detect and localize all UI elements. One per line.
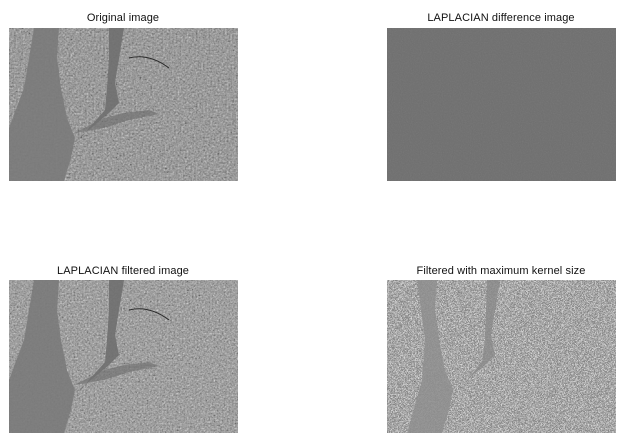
- filtered-image: [9, 280, 238, 433]
- panel-title-filtered: LAPLACIAN filtered image: [56, 265, 189, 277]
- original-image: [9, 28, 238, 181]
- max-kernel-image: [387, 280, 616, 433]
- panel-title-original: Original image: [86, 12, 160, 24]
- difference-image: [387, 28, 616, 181]
- panel-title-max-kernel: Filtered with maximum kernel size: [416, 265, 586, 277]
- panel-title-difference: LAPLACIAN difference image: [427, 12, 575, 24]
